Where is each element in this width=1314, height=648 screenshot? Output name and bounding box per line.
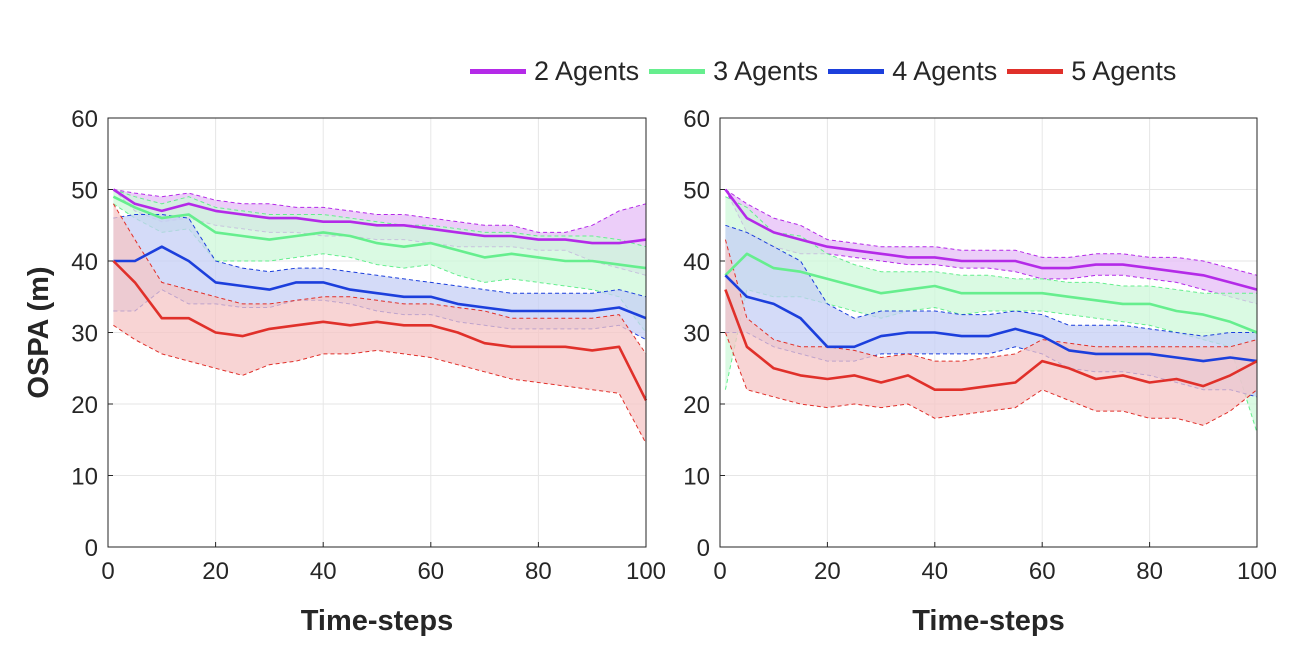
legend-swatch (649, 68, 706, 74)
band-upper-edge (112, 203, 647, 355)
y-tick-label: 10 (683, 464, 710, 491)
confidence-band (113, 189, 646, 333)
legend-label: 3 Agents (713, 55, 819, 86)
band-upper-edge (113, 214, 647, 298)
series-line (112, 260, 648, 401)
legend-swatch (470, 68, 526, 74)
legend-item: 3 Agents (649, 56, 818, 87)
x-axis-label: Time-steps (912, 605, 1065, 637)
legend-item: 2 Agents (470, 56, 639, 87)
band-upper-edge (113, 189, 647, 248)
y-tick-label: 50 (71, 178, 98, 205)
series-line (113, 245, 647, 320)
confidence-band (725, 189, 1257, 304)
series-line (112, 188, 647, 245)
y-tick-label: 40 (71, 249, 98, 276)
confidence-band (113, 203, 646, 444)
confidence-band (725, 239, 1257, 426)
series-line (724, 188, 1258, 291)
band-upper-edge (725, 189, 1258, 276)
x-tick-label: 20 (202, 558, 229, 585)
legend-label: 2 Agents (534, 55, 640, 86)
series-line (724, 252, 1258, 334)
confidence-band (725, 196, 1257, 433)
legend: 2 Agents 3 Agents 4 Agents 5 Agents (470, 50, 1290, 92)
x-tick-label: 80 (1136, 558, 1163, 585)
y-tick-label: 10 (71, 464, 98, 491)
x-axis-label: Time-steps (301, 605, 454, 637)
x-tick-label: 40 (310, 558, 337, 585)
series-line (724, 289, 1258, 392)
x-tick-label: 0 (713, 558, 726, 585)
x-tick-label: 20 (814, 558, 841, 585)
x-tick-label: 0 (101, 558, 114, 585)
x-tick-label: 40 (921, 558, 948, 585)
y-tick-label: 0 (85, 535, 98, 562)
y-tick-label: 60 (683, 106, 710, 133)
band-lower-edge (724, 332, 1258, 426)
legend-item: 4 Agents (828, 56, 997, 87)
x-tick-label: 60 (417, 558, 444, 585)
band-lower-edge (724, 288, 1258, 433)
legend-label: 4 Agents (892, 55, 998, 86)
legend-swatch (828, 68, 885, 74)
chart-panel-1: 0 20 40 60 80 100 0 10 20 30 40 50 60 Time-steps OSPA … (23, 106, 666, 637)
x-tick-label: 80 (525, 558, 552, 585)
y-tick-label: 20 (683, 392, 710, 419)
series-line (112, 195, 647, 270)
series-line (724, 274, 1258, 363)
legend-swatch (1007, 68, 1064, 74)
y-tick-label: 30 (683, 321, 710, 348)
y-tick-label: 0 (697, 535, 710, 562)
y-axis-label: OSPA (m) (23, 266, 55, 398)
y-tick-label: 30 (71, 321, 98, 348)
legend-label: 5 Agents (1071, 55, 1177, 86)
y-tick-label: 20 (71, 392, 98, 419)
confidence-band (113, 214, 646, 340)
band-upper-edge (113, 189, 647, 233)
band-lower-edge (113, 203, 647, 333)
legend-item: 5 Agents (1007, 56, 1176, 87)
y-tick-label: 40 (683, 249, 710, 276)
x-tick-label: 100 (626, 558, 666, 585)
x-tick-label: 60 (1029, 558, 1056, 585)
x-tick-label: 100 (1237, 558, 1277, 585)
band-lower-edge (113, 324, 647, 444)
y-tick-label: 60 (71, 106, 98, 133)
y-tick-label: 50 (683, 178, 710, 205)
chart-panel-2: 0 20 40 60 80 100 0 10 20 30 40 50 60 Time-steps (683, 106, 1277, 637)
